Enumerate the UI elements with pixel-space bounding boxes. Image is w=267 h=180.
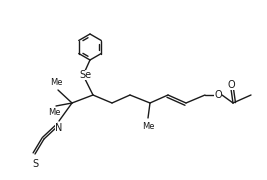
Text: Me: Me xyxy=(142,122,154,131)
Text: S: S xyxy=(32,159,38,169)
Text: Me: Me xyxy=(48,108,60,117)
Text: N: N xyxy=(55,123,63,133)
Text: O: O xyxy=(214,90,222,100)
Text: O: O xyxy=(227,80,235,90)
Text: Se: Se xyxy=(79,70,91,80)
Text: Me: Me xyxy=(50,78,62,87)
